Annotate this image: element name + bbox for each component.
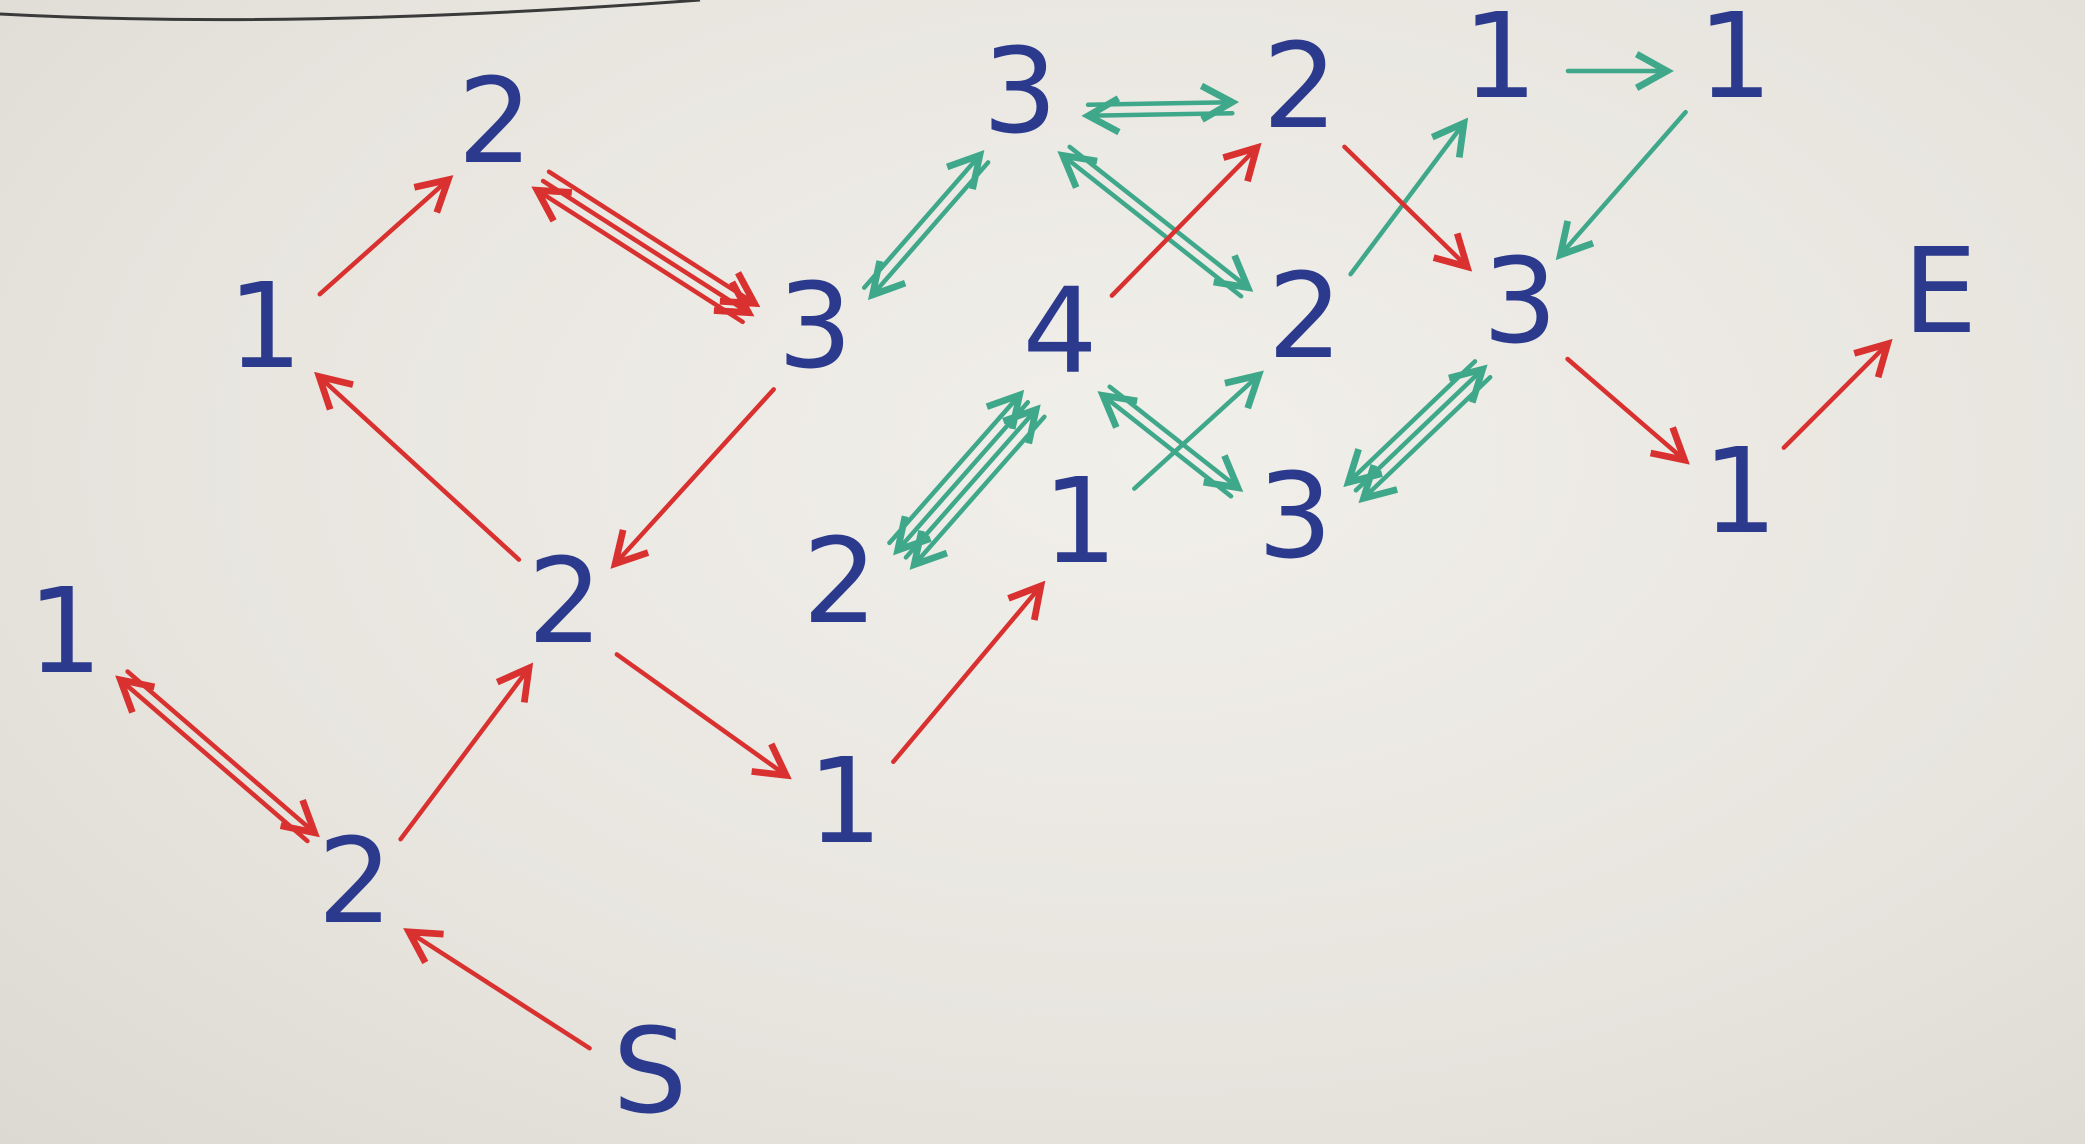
edge-S-to-A-red [409,932,592,1051]
edge-D-to-F-red [317,180,448,297]
edge-K-to-M-green [1085,102,1232,105]
edge-L-to-J-green [898,400,1031,550]
graph-node: 1 [1462,0,1537,125]
edge-B-to-A-red [125,669,315,833]
graph-node: 2 [317,812,392,950]
edge-R-to-O-green [1364,374,1493,498]
edge-H-to-I-red [891,586,1041,765]
graph-node: 3 [1257,447,1332,585]
edge-C-to-H-red [614,652,786,775]
edge-A-to-B-red [120,680,310,844]
edge-M-to-R-red [1342,144,1467,267]
graph-node: 2 [457,52,532,190]
edge-O-to-L-green [1103,395,1234,499]
start-node: S [613,1002,688,1140]
graph-node: 2 [1267,247,1342,385]
edge-F-to-G-red [546,169,754,304]
edge-G-to-F-red [537,190,745,325]
edge-C-to-D-red [319,377,522,562]
edge-layer [120,71,1888,1051]
graph-node: 3 [1482,232,1557,370]
edge-J-to-L-green [903,410,1036,560]
edge-K-to-N-green [1067,144,1248,288]
edge-L-to-O-green [1107,384,1238,488]
graph-node: 3 [982,22,1057,160]
edge-O-to-R-green [1353,369,1483,493]
graph-node: 1 [1702,422,1777,560]
graph-node: 2 [1262,17,1337,155]
edge-R-to-T-red [1565,356,1685,460]
edge-F-to-G-red [540,178,748,313]
graph-node: 2 [802,512,877,650]
graph-node: 1 [1697,0,1772,125]
edge-I-to-N-green [1132,375,1258,491]
edge-R-to-O-green [1348,359,1478,482]
edge-K-to-G-green [873,160,991,295]
edge-G-to-C-red [615,387,776,563]
edge-N-to-P-green [1348,123,1464,277]
edge-M-to-K-green [1088,113,1235,116]
graph-node: 2 [527,532,602,670]
edge-L-to-M-red [1109,148,1257,298]
graph-node: 3 [777,257,852,395]
graph-node: 1 [807,732,882,870]
edge-L-to-J-green [914,414,1047,565]
edge-N-to-K-green [1063,155,1244,299]
graph-node: 1 [1042,452,1117,590]
graph-node: 4 [1022,262,1097,400]
edge-A-to-C-red [398,668,529,842]
edge-G-to-K-green [861,155,980,290]
edge-T-to-E-red [1781,344,1888,450]
edge-Q-to-R-green [1560,109,1688,255]
end-node: E [1903,222,1978,360]
graph-node: 1 [27,562,102,700]
graph-node: 1 [227,257,302,395]
top-edge-line [0,0,701,22]
